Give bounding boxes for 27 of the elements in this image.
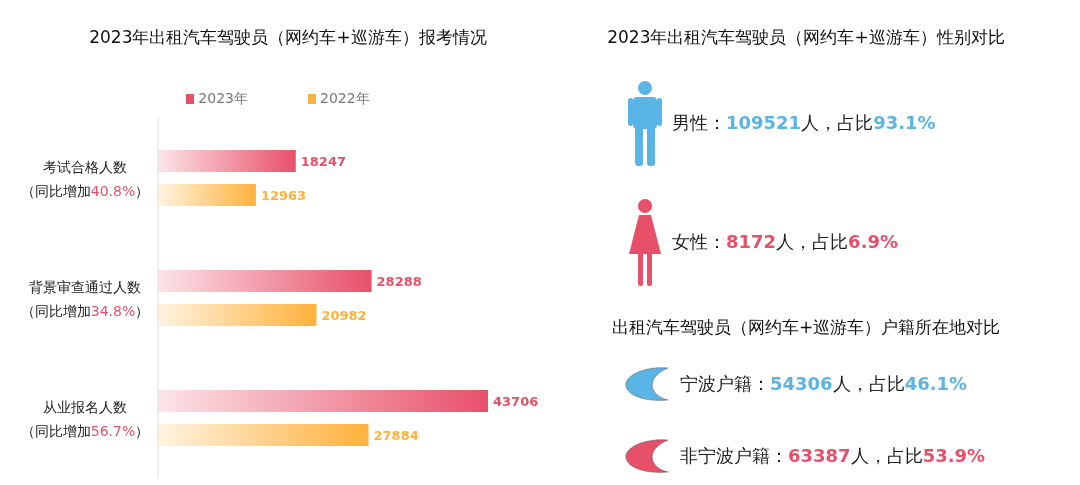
data-label: 20982 xyxy=(321,307,367,323)
bar xyxy=(158,390,488,412)
text: 非宁波户籍：63387人，占比53.9% xyxy=(680,445,986,466)
data-label: 18247 xyxy=(300,153,347,169)
data-label: 12963 xyxy=(260,187,307,203)
bar xyxy=(158,184,256,206)
text: （同比增加34.8%） xyxy=(20,303,150,319)
bar xyxy=(158,270,372,292)
bar xyxy=(158,304,317,326)
bar xyxy=(158,150,296,172)
bar xyxy=(158,424,369,446)
data-label: 43706 xyxy=(493,393,539,409)
text: 男性：109521人，占比93.1% xyxy=(672,112,936,133)
text: （同比增加56.7%） xyxy=(20,423,150,439)
y-tick-label: 考试合格人数 xyxy=(43,159,127,175)
text: （同比增加40.8%） xyxy=(20,183,150,199)
text: 出租汽车驾驶员（网约车+巡游车）户籍所在地对比 xyxy=(610,316,1002,339)
text: 宁波户籍：54306人，占比46.1% xyxy=(680,373,968,394)
legend-label: 2023年 xyxy=(197,90,248,108)
y-tick-label: 背景审查通过人数 xyxy=(29,279,141,295)
data-label: 27884 xyxy=(373,427,419,443)
legend-label: 2022年 xyxy=(319,90,370,108)
text: 女性：8172人，占比6.9% xyxy=(672,231,899,252)
data-label: 28288 xyxy=(376,273,422,289)
chart-title: 2023年出租汽车驾驶员（网约车+巡游车）报考情况 xyxy=(88,26,488,49)
y-tick-label: 从业报名人数 xyxy=(43,399,127,415)
text: 2023年出租汽车驾驶员（网约车+巡游车）性别对比 xyxy=(606,26,1006,49)
